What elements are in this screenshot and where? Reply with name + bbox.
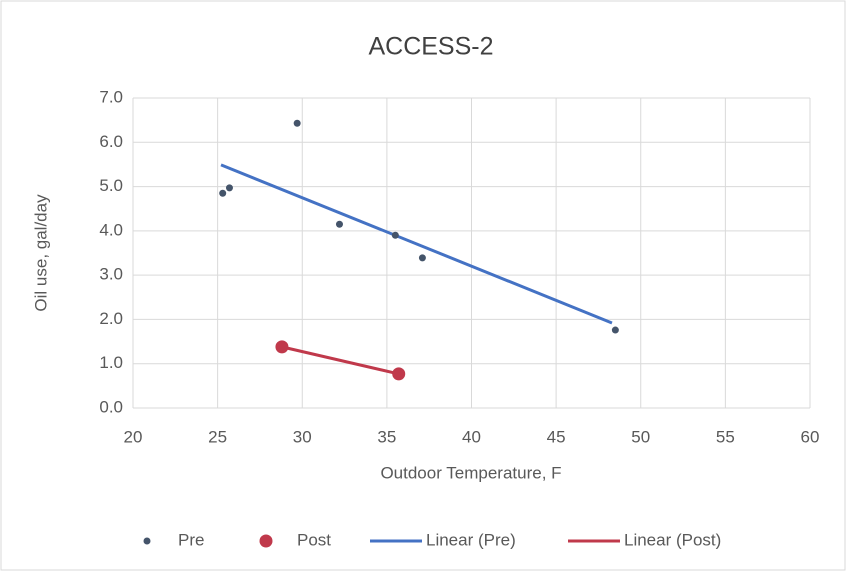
y-tick-label: 1.0 — [99, 353, 123, 372]
point — [225, 184, 233, 192]
legend-marker — [143, 537, 151, 545]
x-tick-label: 60 — [801, 427, 820, 446]
y-tick-label: 4.0 — [99, 220, 123, 239]
y-tick-label: 7.0 — [99, 87, 123, 106]
point — [335, 220, 343, 228]
legend-label: Linear (Pre) — [426, 530, 516, 549]
legend-marker — [259, 534, 273, 548]
point — [391, 231, 399, 239]
point — [611, 326, 619, 334]
y-tick-label: 6.0 — [99, 132, 123, 151]
point — [392, 367, 406, 381]
y-tick-label: 0.0 — [99, 397, 123, 416]
point — [293, 119, 301, 127]
x-tick-label: 50 — [631, 427, 650, 446]
x-axis-label: Outdoor Temperature, F — [380, 463, 561, 482]
y-tick-label: 2.0 — [99, 309, 123, 328]
trend-line — [220, 163, 613, 325]
x-tick-label: 35 — [377, 427, 396, 446]
x-tick-label: 20 — [124, 427, 143, 446]
legend-label: Post — [297, 530, 331, 549]
trend-line — [281, 345, 400, 376]
point — [418, 254, 426, 262]
x-tick-label: 55 — [716, 427, 735, 446]
x-tick-label: 40 — [462, 427, 481, 446]
x-tick-label: 25 — [208, 427, 227, 446]
x-tick-label: 45 — [547, 427, 566, 446]
point — [275, 340, 289, 354]
y-tick-label: 5.0 — [99, 176, 123, 195]
chart-title: ACCESS-2 — [368, 33, 493, 61]
legend-label: Linear (Post) — [624, 530, 721, 549]
legend-label: Pre — [178, 530, 204, 549]
point — [219, 189, 227, 197]
x-tick-label: 30 — [293, 427, 312, 446]
y-tick-label: 3.0 — [99, 265, 123, 284]
y-axis-label: Oil use, gal/day — [31, 194, 50, 312]
